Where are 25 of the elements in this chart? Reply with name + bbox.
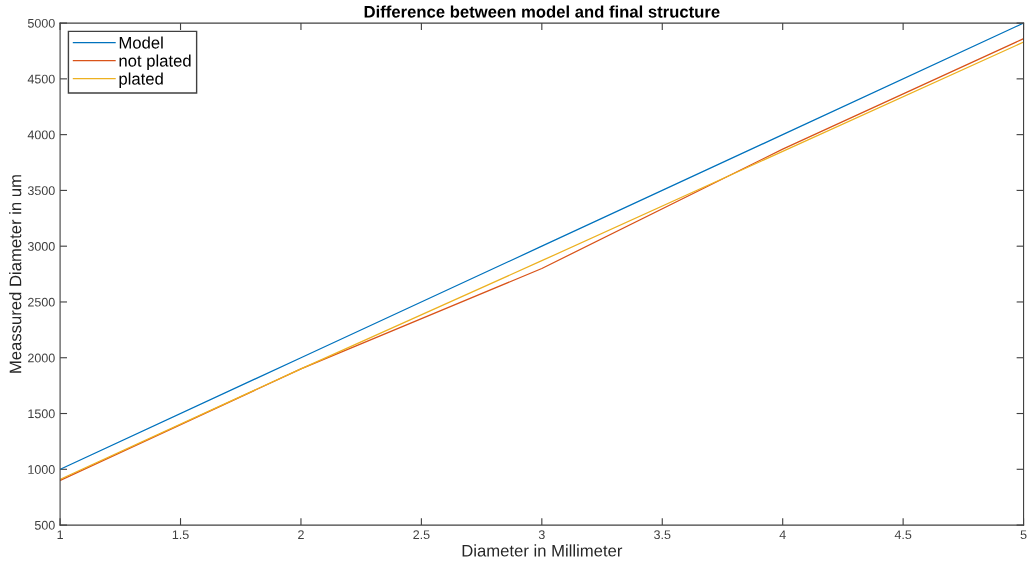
x-tick-label: 4.5 <box>894 530 912 540</box>
x-tick-label: 1 <box>57 530 63 539</box>
y-tick-label: 3500 <box>27 186 55 196</box>
y-tick-label: 1500 <box>28 409 55 419</box>
y-tick-label: 4000 <box>27 130 55 140</box>
y-tick-label: 2500 <box>28 297 55 307</box>
legend-label: not plated <box>119 54 191 70</box>
x-tick-label: 3.5 <box>654 530 671 540</box>
x-tick-label: 3 <box>538 530 545 540</box>
x-tick-label: 5 <box>1020 530 1027 540</box>
legend-label: Model <box>119 36 163 49</box>
y-tick-label: 2000 <box>28 353 55 363</box>
x-tick-label: 4 <box>779 530 786 539</box>
x-axis-title: Diameter in Millimeter <box>462 544 623 557</box>
x-tick-label: 1.5 <box>172 530 189 540</box>
chart-title: Difference between model and final structure <box>364 5 720 18</box>
x-tick-label: 2.5 <box>413 530 430 540</box>
y-tick-label: 5000 <box>27 18 55 28</box>
y-axis-title: Meassured Diameter in um <box>9 175 22 373</box>
y-tick-label: 1000 <box>28 465 55 474</box>
y-tick-label: 500 <box>34 520 55 530</box>
legend-label: plated <box>119 72 163 89</box>
y-tick-label: 4500 <box>27 74 55 84</box>
y-tick-label: 3000 <box>27 241 55 251</box>
x-tick-label: 2 <box>298 530 304 539</box>
